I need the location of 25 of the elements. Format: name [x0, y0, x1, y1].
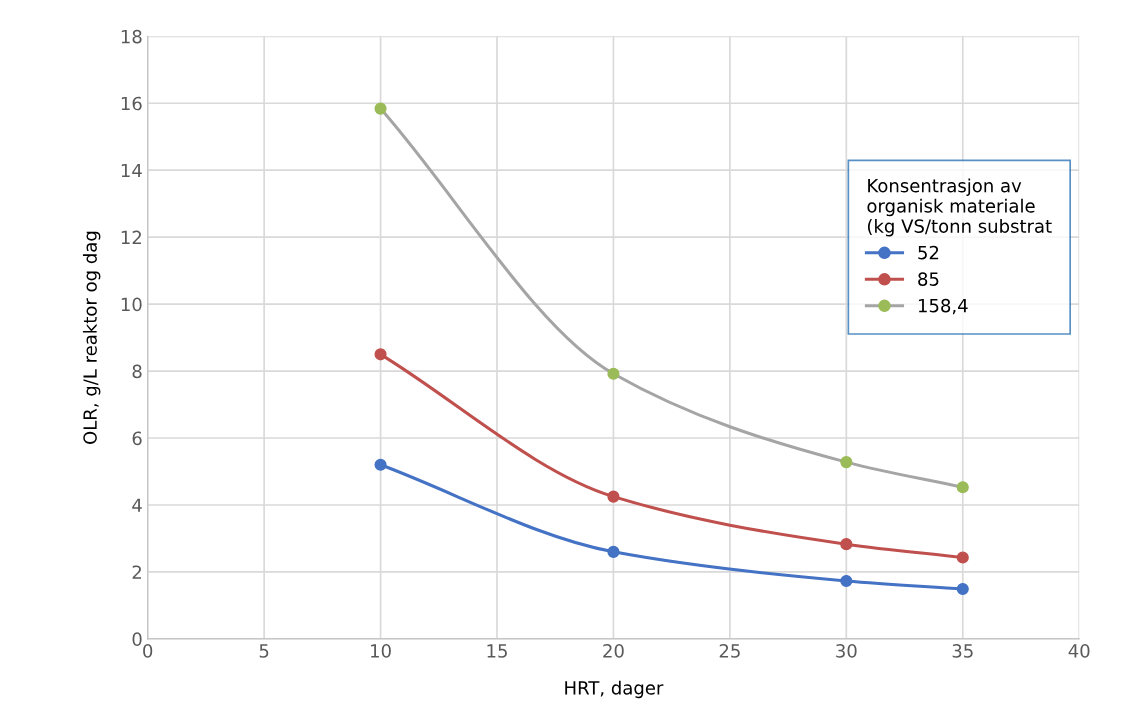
- x-tick-label: 35: [952, 644, 973, 658]
- y-tick-label: 8: [132, 364, 142, 379]
- y-tick-label: 12: [121, 230, 142, 245]
- y-tick-label: 18: [121, 29, 142, 44]
- x-tick-label: 15: [487, 644, 507, 658]
- y-tick-label: 0: [132, 632, 142, 646]
- y-tick-label: 14: [121, 163, 142, 178]
- x-tick-label: 0: [143, 644, 153, 658]
- x-axis-title: HRT, dager: [565, 680, 664, 699]
- x-tick-label: 20: [603, 644, 624, 658]
- x-tick-label: 30: [836, 644, 857, 658]
- y-tick-label: 6: [132, 431, 142, 446]
- legend-label: 85: [918, 272, 939, 286]
- x-tick-label: 10: [371, 644, 391, 658]
- legend-title: Konsentrasjon av organisk materiale (kg VS/tonn substrat: [867, 178, 1052, 237]
- y-tick-label: 16: [121, 96, 142, 111]
- y-axis-title: OLR, g/L reaktor og dag: [82, 231, 101, 444]
- y-tick-label: 10: [121, 297, 142, 312]
- y-tick-label: 4: [132, 498, 142, 512]
- x-tick-label: 5: [259, 644, 269, 658]
- x-tick-label: 25: [719, 644, 740, 658]
- legend-label: 52: [918, 245, 939, 260]
- x-tick-label: 40: [1068, 644, 1090, 658]
- y-tick-label: 2: [132, 565, 142, 579]
- legend-label: 158,4: [918, 298, 968, 315]
